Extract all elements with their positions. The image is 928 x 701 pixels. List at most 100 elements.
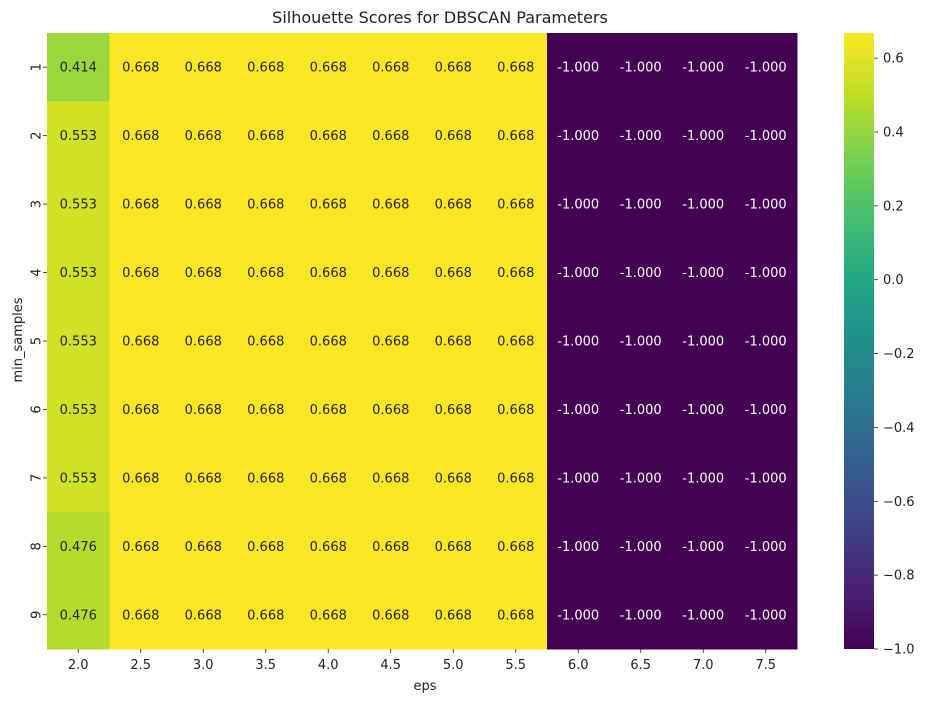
colorbar-tick-label: −0.6 — [883, 495, 915, 510]
cell-value-label: -1.000 — [682, 266, 724, 281]
colorbar — [844, 33, 874, 649]
cell-value-label: -1.000 — [557, 198, 599, 213]
heatmap-cell — [672, 580, 735, 650]
cell-value-label: 0.668 — [122, 61, 159, 76]
heatmap-cell — [47, 101, 110, 171]
x-tick-label: 3.5 — [255, 658, 276, 673]
heatmap-cell — [47, 443, 110, 513]
heatmap-cell — [547, 306, 610, 376]
cell-value-label: 0.668 — [185, 471, 222, 486]
cell-value-label: 0.668 — [122, 335, 159, 350]
cell-value-label: -1.000 — [682, 540, 724, 555]
heatmap-cell — [484, 443, 548, 513]
cell-value-label: 0.668 — [372, 403, 409, 418]
heatmap-cell — [297, 101, 360, 171]
heatmap-cell — [547, 375, 610, 445]
cell-value-label: 0.668 — [435, 61, 472, 76]
heatmap-cell — [47, 306, 110, 376]
y-tick-label: 3 — [30, 200, 45, 208]
heatmap-cell — [422, 306, 485, 376]
cell-value-label: -1.000 — [682, 129, 724, 144]
heatmap-cell — [297, 443, 360, 513]
heatmap-cell — [734, 375, 798, 445]
heatmap-cell — [359, 33, 423, 102]
heatmap-cell — [234, 238, 298, 308]
cell-value-label: 0.668 — [310, 61, 347, 76]
heatmap-cell — [234, 375, 298, 445]
cell-value-label: 0.668 — [372, 335, 409, 350]
heatmap-cell — [297, 375, 360, 445]
heatmap-cell — [609, 512, 673, 582]
heatmap-cell — [484, 33, 548, 102]
cell-value-label: -1.000 — [620, 61, 662, 76]
cell-value-label: -1.000 — [620, 266, 662, 281]
x-tick-label: 6.5 — [630, 658, 651, 673]
heatmap-cell — [422, 580, 485, 650]
heatmap-cell — [609, 238, 673, 308]
heatmap-cell — [47, 33, 110, 102]
y-tick-label: 7 — [30, 474, 45, 482]
cell-value-label: -1.000 — [557, 335, 599, 350]
cell-value-label: 0.668 — [122, 266, 159, 281]
heatmap-cell — [484, 375, 548, 445]
heatmap-cells — [47, 33, 798, 650]
cell-value-label: 0.553 — [60, 198, 97, 213]
cell-value-label: 0.668 — [247, 608, 284, 623]
cell-value-label: 0.553 — [60, 471, 97, 486]
y-tick-label: 6 — [30, 405, 45, 413]
heatmap-cell — [547, 512, 610, 582]
cell-value-label: 0.668 — [435, 608, 472, 623]
heatmap-cell — [547, 33, 610, 102]
heatmap-cell — [109, 512, 173, 582]
heatmap-cell — [734, 306, 798, 376]
heatmap-cell — [484, 101, 548, 171]
cell-value-label: -1.000 — [620, 335, 662, 350]
cell-value-label: -1.000 — [745, 129, 787, 144]
colorbar-tick-label: 0.6 — [883, 52, 904, 67]
heatmap-cell — [422, 101, 485, 171]
heatmap-cell — [47, 512, 110, 582]
heatmap-cell — [234, 580, 298, 650]
cell-value-label: -1.000 — [745, 403, 787, 418]
cell-value-label: 0.668 — [372, 540, 409, 555]
heatmap-cell — [672, 375, 735, 445]
cell-value-label: 0.668 — [310, 471, 347, 486]
heatmap-cell — [359, 238, 423, 308]
cell-value-label: 0.476 — [60, 608, 97, 623]
heatmap-cell — [109, 238, 173, 308]
colorbar-tick-label: 0.4 — [883, 125, 904, 140]
colorbar-tick-label: −0.2 — [883, 347, 915, 362]
heatmap-cell — [297, 306, 360, 376]
heatmap-cell — [359, 443, 423, 513]
heatmap-cell — [234, 306, 298, 376]
heatmap-cell — [297, 512, 360, 582]
y-tick-label: 5 — [30, 337, 45, 345]
heatmap-cell — [672, 306, 735, 376]
cell-value-label: -1.000 — [745, 335, 787, 350]
colorbar-tick-label: −1.0 — [883, 643, 915, 658]
heatmap-cell — [172, 306, 235, 376]
heatmap-cell — [734, 443, 798, 513]
heatmap-cell-labels: 0.414 0.668 0.668 0.668 0.668 0.668 0.668 0.668… — [60, 61, 787, 624]
heatmap-cell — [297, 169, 360, 239]
cell-value-label: -1.000 — [620, 198, 662, 213]
y-tick-label: 4 — [30, 268, 45, 276]
cell-value-label: 0.668 — [435, 129, 472, 144]
heatmap-cell — [172, 443, 235, 513]
cell-value-label: 0.668 — [185, 335, 222, 350]
x-tick-label: 7.0 — [693, 658, 714, 673]
cell-value-label: -1.000 — [745, 198, 787, 213]
cell-value-label: 0.668 — [122, 403, 159, 418]
y-tick-label: 9 — [30, 611, 45, 619]
heatmap-cell — [609, 443, 673, 513]
cell-value-label: 0.668 — [372, 198, 409, 213]
heatmap-cell — [672, 512, 735, 582]
cell-value-label: 0.668 — [372, 129, 409, 144]
cell-value-label: -1.000 — [745, 266, 787, 281]
colorbar-tick-label: 0.2 — [883, 199, 904, 214]
heatmap-cell — [234, 512, 298, 582]
cell-value-label: -1.000 — [557, 471, 599, 486]
cell-value-label: -1.000 — [682, 61, 724, 76]
heatmap-cell — [359, 375, 423, 445]
heatmap-cell — [359, 512, 423, 582]
